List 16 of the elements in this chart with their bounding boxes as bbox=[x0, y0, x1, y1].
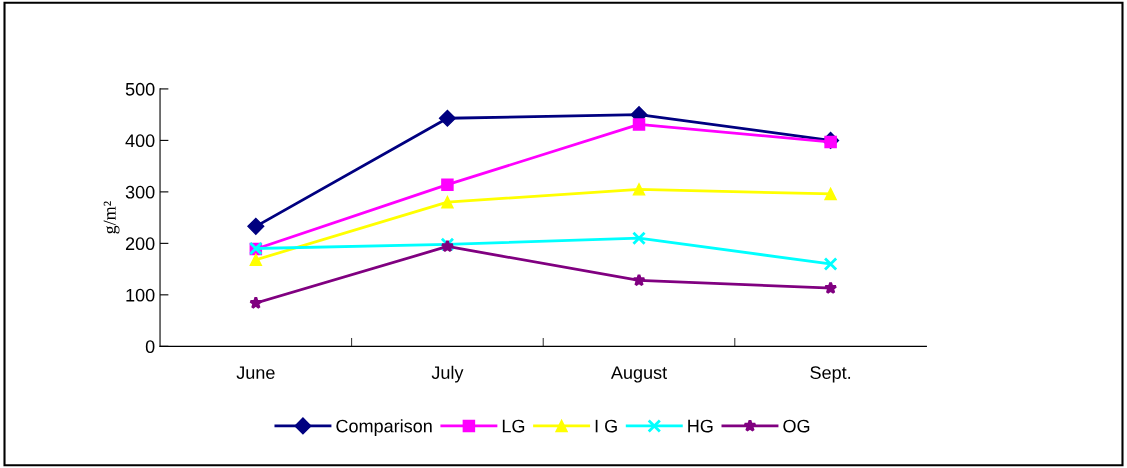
legend-label: I G bbox=[595, 419, 617, 433]
y-axis-title: g/m² bbox=[103, 201, 120, 234]
legend-label: Comparison bbox=[336, 419, 432, 437]
y-tick-label: 400 bbox=[125, 134, 155, 148]
x-tick-label: June bbox=[236, 366, 275, 380]
y-tick-label: 500 bbox=[125, 82, 155, 96]
x-tick-label: Sept. bbox=[810, 366, 851, 383]
y-tick-label: 0 bbox=[145, 340, 155, 354]
legend-label: LG bbox=[502, 419, 525, 433]
legend-label: HG bbox=[688, 419, 713, 433]
y-tick-label: 100 bbox=[126, 288, 155, 302]
x-tick-label: August bbox=[610, 366, 667, 383]
y-tick-label: 200 bbox=[125, 237, 155, 251]
x-tick-label: July bbox=[431, 365, 464, 383]
y-tick-label: 300 bbox=[125, 185, 155, 199]
legend-label: OG bbox=[783, 419, 810, 433]
